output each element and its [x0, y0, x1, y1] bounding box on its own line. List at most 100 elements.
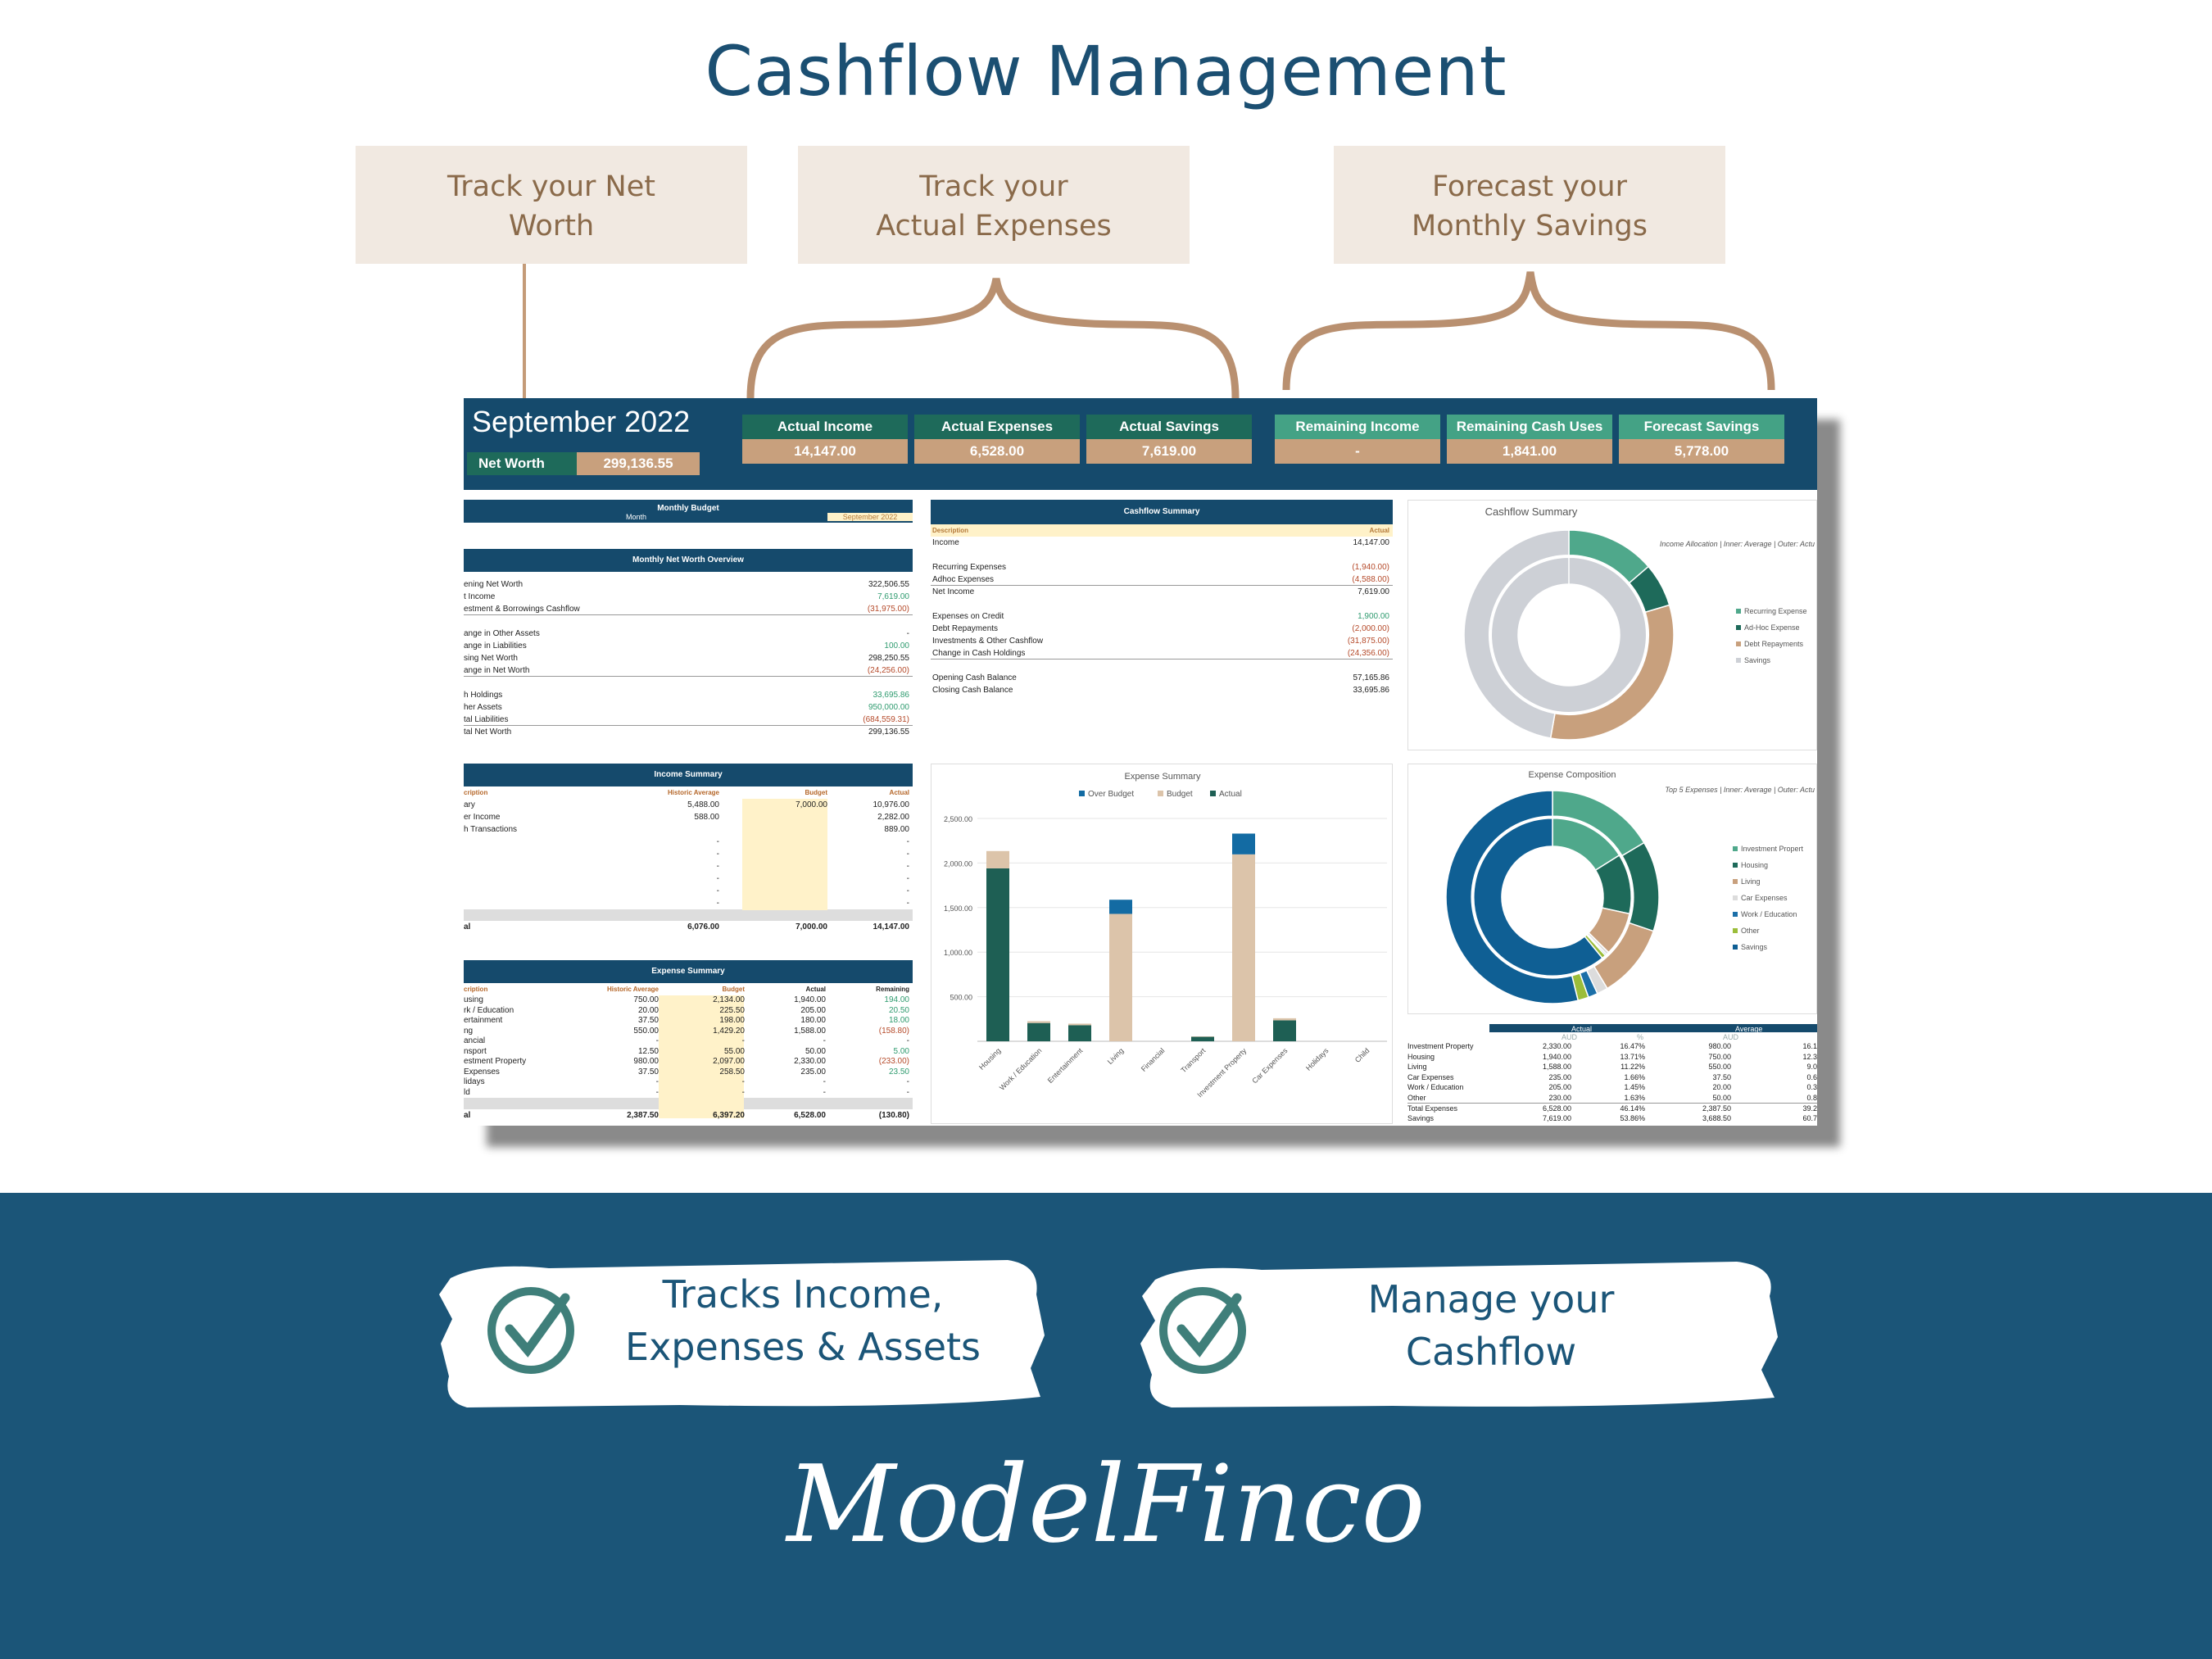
budget-column-fill — [659, 995, 744, 1118]
legend-label: Housing — [1741, 861, 1768, 869]
kpi-value: 14,147.00 — [742, 439, 908, 464]
table-row: ange in Other Assets - — [464, 628, 913, 640]
panel-title: Monthly Net Worth Overview — [464, 549, 913, 572]
cell: 2,330.00 — [1542, 1042, 1571, 1050]
callout-line: Track your — [919, 170, 1068, 203]
callout-connectors — [523, 264, 1775, 400]
table-row: Expenses 37.50 258.50 235.00 23.50 — [464, 1067, 913, 1078]
legend-label: Other — [1741, 927, 1760, 935]
cell: 14,147.00 — [873, 922, 910, 931]
feature-band — [0, 1193, 2212, 1659]
cell: - — [741, 1036, 745, 1045]
cell: 39.2 — [1802, 1104, 1817, 1113]
table-row: ng 550.00 1,429.20 1,588.00 (158.80) — [464, 1027, 913, 1037]
table-row: -- — [464, 860, 913, 873]
cell: ary — [464, 800, 475, 809]
table-row: h Holdings 33,695.86 — [464, 689, 913, 701]
legend-swatch — [1733, 945, 1738, 950]
cell: 550.00 — [633, 1026, 659, 1036]
col-header: Actual — [1369, 527, 1389, 534]
chart-title: Expense Summary — [1125, 772, 1201, 782]
cell: 46.14% — [1620, 1104, 1645, 1113]
cell: al — [464, 922, 471, 931]
cell: 980.00 — [633, 1057, 659, 1066]
cell: ertainment — [464, 1016, 503, 1025]
row-value: (31,975.00) — [867, 605, 909, 614]
month-title: September 2022 — [472, 405, 691, 438]
bar-actual — [986, 868, 1009, 1041]
legend-label: Recurring Expense — [1744, 607, 1807, 615]
col-subheader: AUD — [1562, 1033, 1578, 1041]
cell: - — [906, 1077, 909, 1086]
table-row: Savings 7,619.00 53.86% 3,688.50 60.7 — [1407, 1113, 1817, 1124]
cell: 1,588.00 — [794, 1026, 826, 1036]
row-value: 100.00 — [884, 641, 909, 650]
cell: 18.00 — [888, 1016, 909, 1025]
table-row: Recurring Expenses (1,940.00) — [931, 561, 1393, 573]
table-row — [931, 660, 1393, 672]
table-row: ertainment 37.50 198.00 180.00 18.00 — [464, 1016, 913, 1027]
cell: estment Property — [464, 1057, 527, 1066]
cell: 205.00 — [800, 1005, 826, 1015]
monthly-budget-panel: Monthly Budget Month September 2022 — [464, 500, 913, 523]
row-label: Income — [932, 538, 959, 547]
cell: 16.1 — [1802, 1042, 1817, 1050]
table-row: Net Income 7,619.00 — [931, 586, 1393, 598]
row-label: ening Net Worth — [464, 580, 524, 589]
cell: Expenses — [464, 1067, 500, 1077]
callout-line: Worth — [508, 210, 595, 243]
row-label: Savings — [1407, 1113, 1435, 1122]
bar-over-budget — [1109, 900, 1132, 914]
table-row: cription Historic Average Budget Actual Rema… — [464, 983, 913, 995]
col-header: Description — [932, 527, 969, 534]
row-value: 322,506.55 — [868, 580, 909, 589]
dashboard-banner: September 2022 Net Worth 299,136.55 Actu… — [464, 398, 1817, 490]
cell: 1.45% — [1624, 1083, 1645, 1091]
row-value: 299,136.55 — [868, 728, 909, 737]
cell: 16.47% — [1620, 1042, 1645, 1050]
legend-swatch — [1733, 895, 1738, 900]
feature-text-2: Manage your Cashflow — [1294, 1273, 1688, 1378]
table-row: ange in Net Worth (24,256.00) — [464, 664, 913, 677]
row-label: h Holdings — [464, 691, 503, 700]
row-value: (2,000.00) — [1352, 624, 1389, 633]
income-summary-panel: Income Summary cription Historic Average B… — [464, 764, 913, 933]
table-row: Car Expenses 235.00 1.66% 37.50 0.6 — [1407, 1072, 1817, 1083]
cell: ld — [464, 1087, 470, 1097]
callout-line: Monthly Savings — [1412, 210, 1648, 243]
table-row: ary 5,488.00 7,000.00 10,976.00 — [464, 799, 913, 811]
x-tick-label: Living — [1106, 1046, 1126, 1066]
cell: 0.8 — [1806, 1093, 1817, 1102]
expense-table: cription Historic Average Budget Actual Rema… — [464, 983, 913, 1122]
x-tick-label: Housing — [977, 1046, 1002, 1071]
cell: Historic Average — [668, 789, 719, 796]
table-row: tal Net Worth 299,136.55 — [464, 726, 913, 738]
legend-swatch — [1210, 791, 1216, 796]
legend-label: Over Budget — [1088, 790, 1134, 799]
legend-swatch — [1736, 658, 1741, 663]
callout-forecast-savings: Forecast your Monthly Savings — [1334, 146, 1725, 264]
bar-budget — [1068, 1023, 1091, 1026]
cell: 230.00 — [1548, 1093, 1571, 1102]
kpi-card: Remaining Cash Uses 1,841.00 — [1447, 415, 1612, 464]
legend-swatch — [1736, 609, 1741, 614]
cell: - — [716, 874, 719, 883]
month-select[interactable]: September 2022 — [827, 513, 913, 521]
row-value: 1,900.00 — [1358, 612, 1389, 621]
row-label: tal Net Worth — [464, 728, 512, 737]
cell: - — [823, 1087, 826, 1097]
x-tick-label: Financial — [1140, 1046, 1167, 1073]
legend-label: Investment Propert — [1741, 845, 1804, 853]
row-value: 33,695.86 — [1353, 686, 1390, 695]
net-worth-value: 299,136.55 — [577, 452, 700, 475]
row-value: 7,619.00 — [1358, 587, 1389, 596]
table-row — [931, 549, 1393, 561]
cell: 20.50 — [888, 1005, 909, 1015]
callout-line: Forecast your — [1432, 170, 1627, 203]
cell: 2,282.00 — [877, 813, 909, 822]
row-value: (24,256.00) — [867, 666, 909, 675]
feature-text-1: Tracks Income, Expenses & Assets — [582, 1268, 1024, 1373]
y-tick-label: 2,500.00 — [944, 815, 972, 823]
net-worth-table: ening Net Worth 322,506.55 t Income 7,619.0… — [464, 578, 913, 738]
table-row — [464, 677, 913, 689]
